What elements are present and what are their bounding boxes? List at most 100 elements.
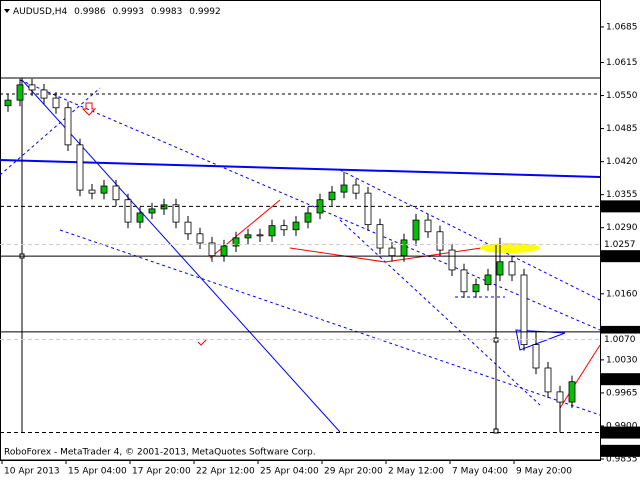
low: 0.9983 bbox=[151, 7, 183, 17]
y-tick-label: 0.9900 bbox=[606, 421, 638, 431]
x-tick-label: 25 Apr 04:00 bbox=[260, 467, 319, 477]
candle-body bbox=[280, 225, 288, 231]
level-label-bg bbox=[601, 444, 640, 457]
candle-body bbox=[508, 261, 516, 276]
candle-body bbox=[568, 381, 576, 403]
y-tick-label: 0.9965 bbox=[606, 388, 638, 398]
level-label: 1.0257 bbox=[604, 240, 636, 250]
candle-body bbox=[232, 237, 240, 247]
target-zone bbox=[480, 243, 540, 253]
channel-line bbox=[59, 229, 601, 416]
candle-body bbox=[100, 185, 108, 194]
x-tick-label: 17 Apr 20:00 bbox=[132, 467, 191, 477]
y-tick-label: 1.0420 bbox=[606, 157, 638, 167]
level-label: 1.0085 bbox=[604, 327, 636, 337]
x-tick-label: 10 Apr 2013 bbox=[4, 467, 60, 477]
x-tick-label: 22 Apr 12:00 bbox=[196, 467, 255, 477]
level-label-bg bbox=[601, 426, 640, 439]
x-tick-label: 9 May 20:00 bbox=[516, 467, 572, 477]
y-tick-label: 1.0355 bbox=[606, 190, 638, 200]
candle-body bbox=[532, 344, 540, 369]
candle-body bbox=[520, 274, 528, 346]
candle-body bbox=[124, 199, 132, 223]
level-label: 0.9887 bbox=[604, 428, 636, 438]
axis: 1.0685 1.0615 1.0550 1.0485 1.0420 1.0355 1.02… bbox=[0, 22, 638, 477]
candle-body bbox=[268, 225, 276, 237]
high: 0.9993 bbox=[113, 7, 145, 17]
x-tick-label: 29 Apr 20:00 bbox=[324, 467, 383, 477]
candle-body bbox=[292, 221, 300, 231]
wave-line bbox=[289, 245, 496, 263]
candle-body bbox=[544, 367, 552, 393]
candle-body bbox=[412, 219, 420, 241]
candle-body bbox=[136, 212, 144, 223]
candle-body bbox=[352, 184, 360, 194]
channel-line bbox=[0, 87, 101, 176]
x-tick-label: 7 May 04:00 bbox=[452, 467, 508, 477]
header: AUDUSD,H4 0.9986 0.9993 0.9983 0.9992 bbox=[4, 7, 221, 17]
y-tick-label: 1.0685 bbox=[606, 22, 638, 32]
level-label: 0.9851 bbox=[604, 446, 636, 456]
menu-icon bbox=[4, 9, 10, 13]
candle-body bbox=[256, 234, 264, 237]
level-label-bg bbox=[601, 250, 640, 263]
candle-body bbox=[220, 245, 228, 257]
candle-body bbox=[388, 247, 396, 257]
candle-body bbox=[436, 231, 444, 251]
candle-body bbox=[208, 242, 216, 257]
candle-body bbox=[496, 261, 504, 276]
candle-body bbox=[304, 212, 312, 223]
candle-body bbox=[112, 185, 120, 201]
drawing-objects bbox=[0, 77, 601, 434]
wave-line bbox=[559, 344, 601, 409]
candle-body bbox=[364, 192, 372, 226]
y-tick-label: 1.0290 bbox=[606, 223, 638, 233]
level-label-bg bbox=[601, 333, 640, 346]
candle-body bbox=[64, 107, 72, 146]
y-tick-label: 1.0160 bbox=[606, 289, 638, 299]
y-tick-label: 1.0550 bbox=[606, 91, 638, 101]
candle-body bbox=[88, 189, 96, 194]
y-tick-label: 1.0030 bbox=[606, 355, 638, 365]
candle-body bbox=[472, 284, 480, 293]
y-tick-label: 0.9835 bbox=[606, 454, 638, 464]
candle-body bbox=[448, 249, 456, 271]
level-label: 1.0070 bbox=[604, 335, 636, 345]
candle-body bbox=[196, 233, 204, 244]
candle-body bbox=[340, 184, 348, 193]
x-tick-label: 15 Apr 04:00 bbox=[68, 467, 127, 477]
candle-body bbox=[40, 89, 48, 99]
level-label-bg bbox=[601, 200, 640, 213]
candle-body bbox=[28, 84, 36, 91]
candle-body bbox=[484, 274, 492, 286]
candle-body bbox=[76, 144, 84, 191]
candle-body bbox=[556, 391, 564, 403]
open: 0.9986 bbox=[74, 7, 106, 17]
candles bbox=[4, 78, 576, 433]
candle-body bbox=[172, 204, 180, 223]
y-tick-label: 1.0615 bbox=[606, 58, 638, 68]
candle-body bbox=[148, 208, 156, 214]
candle-body bbox=[184, 221, 192, 235]
candle-body bbox=[52, 97, 60, 109]
symbol: AUDUSD,H4 bbox=[13, 7, 68, 17]
trend-line bbox=[0, 159, 601, 178]
candle-body bbox=[460, 269, 468, 293]
candle-body bbox=[244, 234, 252, 239]
level-label: 0.9992 bbox=[604, 375, 636, 385]
down-arrow bbox=[81, 102, 97, 116]
level-label: 1.0332 bbox=[604, 202, 636, 212]
candle-body bbox=[160, 204, 168, 210]
x-tick-label: 2 May 12:00 bbox=[388, 467, 444, 477]
candle-body bbox=[16, 84, 24, 101]
level-label-bg bbox=[601, 238, 640, 251]
level-label: 1.0234 bbox=[604, 252, 636, 262]
footer: RoboForex - MetaTrader 4, © 2001-2013, M… bbox=[4, 448, 316, 458]
plot-frame bbox=[0, 0, 601, 461]
channel-line bbox=[339, 169, 601, 301]
header-text: AUDUSD,H4 0.9986 0.9993 0.9983 0.9992 bbox=[13, 7, 221, 17]
candle-body bbox=[4, 99, 12, 107]
anchor bbox=[493, 428, 499, 434]
